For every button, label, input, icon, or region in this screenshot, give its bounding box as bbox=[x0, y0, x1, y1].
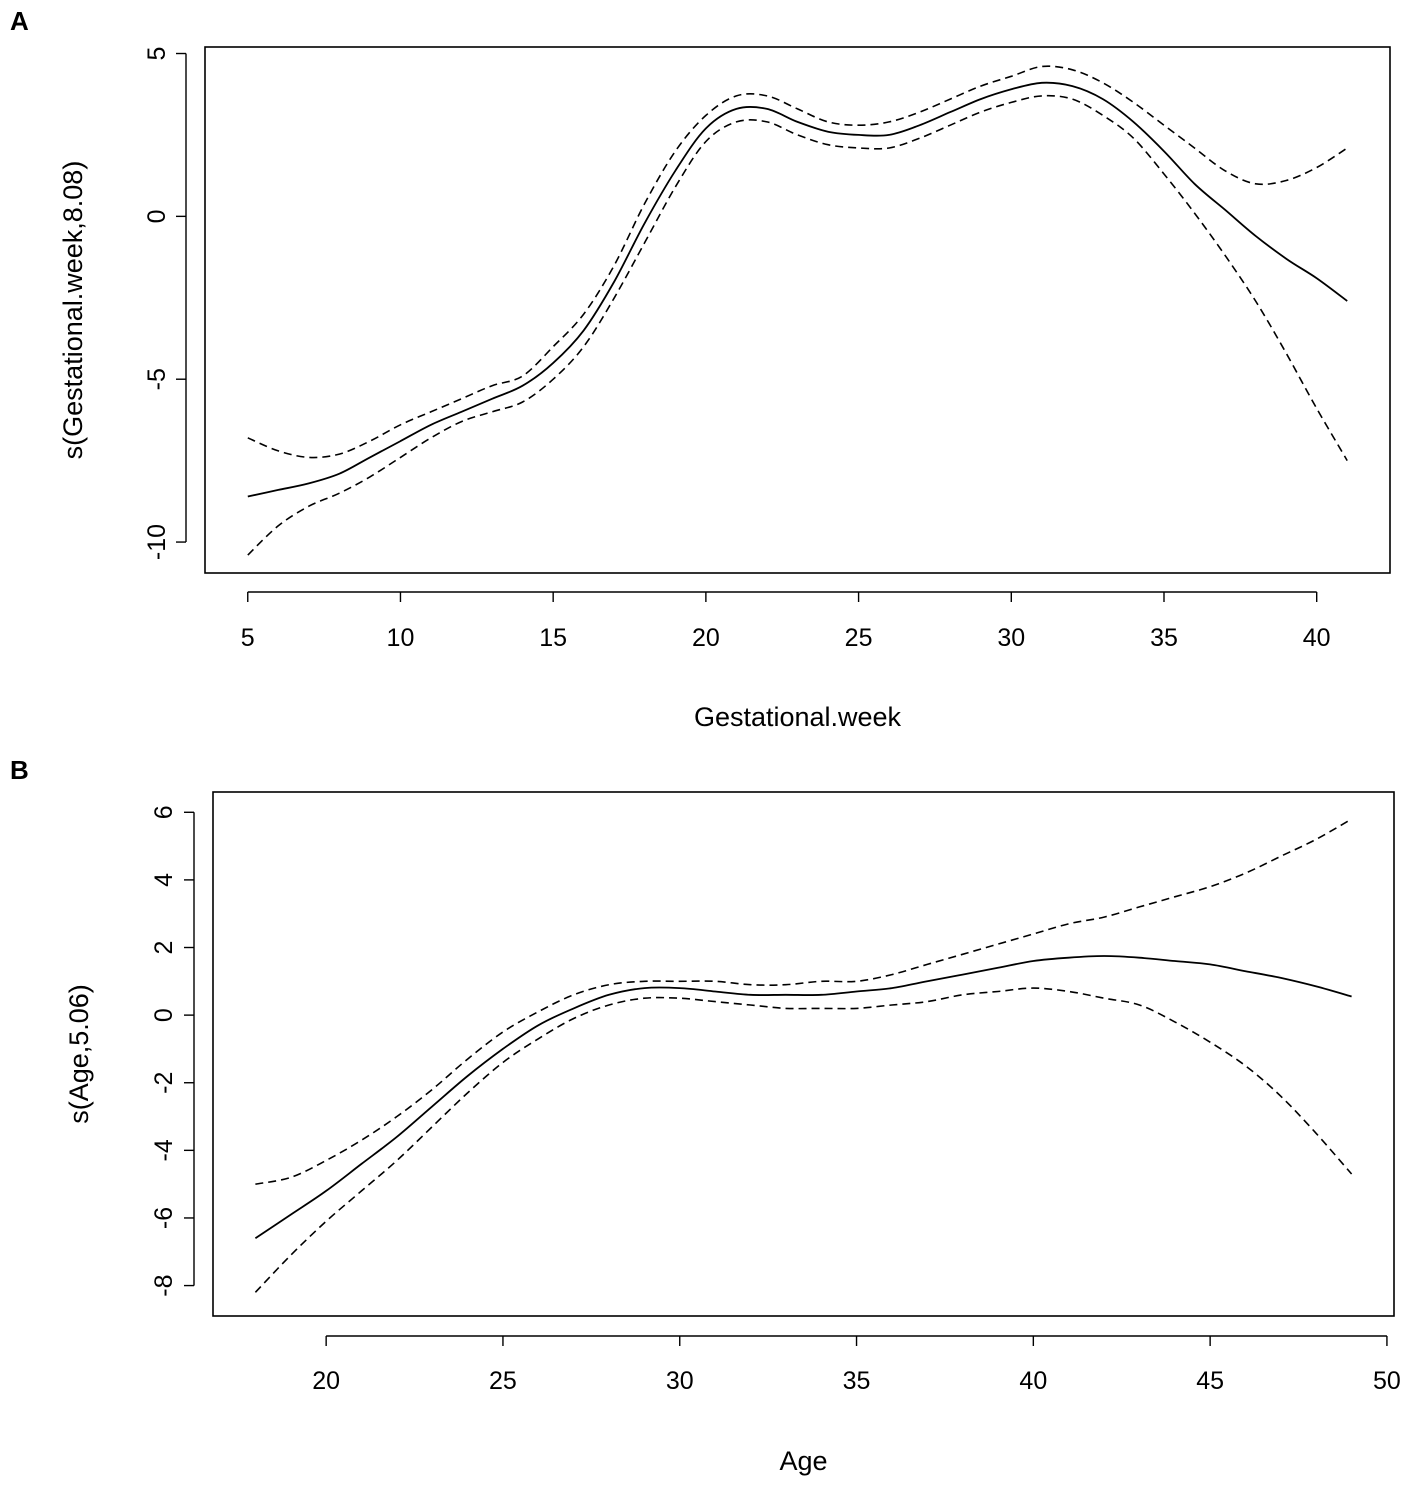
panel-b-x-tick-label: 50 bbox=[1373, 1367, 1401, 1395]
panel-a-series-upper bbox=[247, 65, 1348, 459]
panel-a-y-tick-label: -5 bbox=[143, 368, 171, 390]
panel-a-x-tick-label: 40 bbox=[1303, 624, 1331, 652]
panel-b-plot-frame bbox=[212, 791, 1395, 1317]
panel-b-y-tick-label: 2 bbox=[150, 941, 178, 955]
panel-b-x-tick-label: 30 bbox=[666, 1367, 694, 1395]
panel-a-x-tick-label: 5 bbox=[241, 624, 255, 652]
panel-b-x-tick-label: 35 bbox=[843, 1367, 871, 1395]
panel-b-y-tick-label: -8 bbox=[150, 1274, 178, 1296]
panel-b-x-tick-label: 45 bbox=[1196, 1367, 1224, 1395]
panel-b-x-axis-title: Age bbox=[779, 1446, 827, 1476]
panel-a-x-tick-label: 15 bbox=[539, 624, 567, 652]
panel-b-series-fit bbox=[254, 955, 1352, 1239]
panel-a-y-tick-label: 0 bbox=[143, 209, 171, 223]
panel-a-label: A bbox=[10, 6, 29, 36]
panel-a-x-tick-label: 30 bbox=[997, 624, 1025, 652]
panel-b-x-tick-label: 20 bbox=[312, 1367, 340, 1395]
panel-b: B 20 25 30 35 40 45 50 -8 -6 -4 -2 0 2 4 6 Age s(Age,5.06… bbox=[10, 755, 1401, 1476]
panel-a-plot-frame bbox=[204, 46, 1391, 574]
panel-b-label: B bbox=[10, 755, 29, 785]
panel-a-x-axis-title: Gestational.week bbox=[694, 702, 902, 732]
panel-a-x-tick-label: 35 bbox=[1150, 624, 1178, 652]
panel-a-y-axis-title: s(Gestational.week,8.08) bbox=[58, 161, 88, 460]
panel-a-x-tick-label: 10 bbox=[387, 624, 415, 652]
panel-a-x-tick-label: 20 bbox=[692, 624, 720, 652]
panel-b-x-tick-label: 25 bbox=[489, 1367, 517, 1395]
panel-b-y-tick-label: -2 bbox=[150, 1072, 178, 1094]
panel-a-y-tick-label: 5 bbox=[143, 47, 171, 61]
panel-a: A 5 10 15 20 25 30 35 40 -10 -5 0 5 Gestational.week s… bbox=[10, 6, 1391, 732]
panel-b-y-tick-label: -4 bbox=[150, 1139, 178, 1161]
panel-b-x-tick-label: 40 bbox=[1019, 1367, 1047, 1395]
panel-a-x-tick-label: 25 bbox=[845, 624, 873, 652]
panel-b-series-lower bbox=[254, 987, 1353, 1293]
panel-b-y-axis-title: s(Age,5.06) bbox=[64, 984, 94, 1124]
panel-a-series-lower bbox=[247, 94, 1348, 556]
panel-b-y-tick-label: 4 bbox=[150, 873, 178, 887]
panel-b-y-tick-label: 6 bbox=[150, 805, 178, 819]
panel-b-y-tick-label: 0 bbox=[150, 1008, 178, 1022]
panel-b-series-upper bbox=[255, 818, 1352, 1185]
panel-a-series-fit bbox=[247, 81, 1348, 498]
panel-a-y-tick-label: -10 bbox=[143, 524, 171, 560]
panel-b-y-tick-label: -6 bbox=[150, 1207, 178, 1229]
